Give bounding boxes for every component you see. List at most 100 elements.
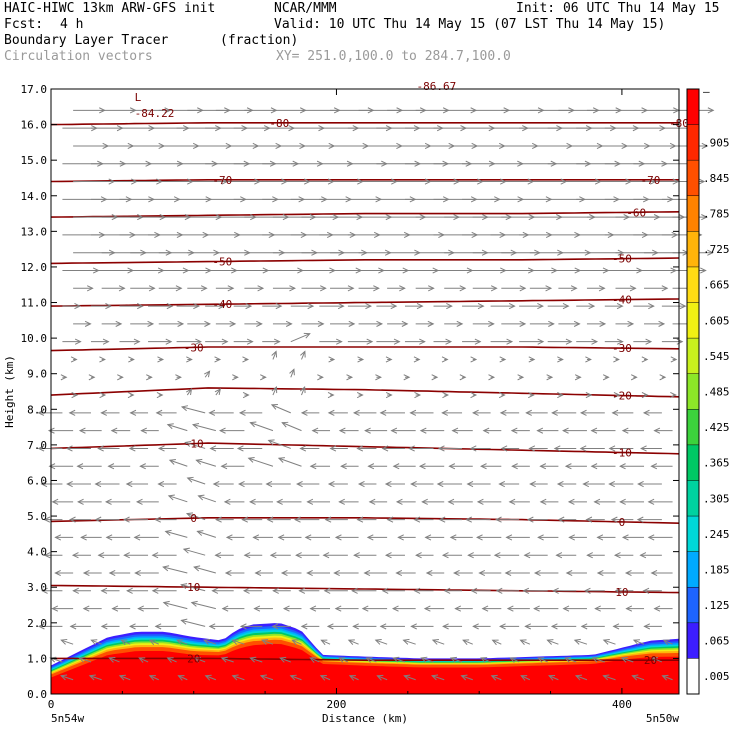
wind-vector-head bbox=[428, 285, 435, 292]
wind-vector-head bbox=[303, 332, 311, 339]
wind-vector-shaft bbox=[403, 639, 416, 645]
wind-vector-head bbox=[525, 409, 532, 416]
wind-vector bbox=[291, 639, 302, 646]
wind-vector-head bbox=[537, 657, 545, 663]
wind-vector bbox=[175, 374, 182, 381]
wind-vector-head bbox=[338, 427, 346, 434]
wind-vector-shaft bbox=[633, 639, 645, 645]
wind-vector bbox=[633, 125, 667, 132]
wind-vector-head bbox=[94, 516, 102, 523]
wind-vector bbox=[306, 569, 331, 577]
wind-vector bbox=[533, 605, 559, 612]
wind-vector bbox=[211, 587, 234, 594]
wind-vector-shaft bbox=[462, 639, 473, 645]
wind-vector-head bbox=[621, 427, 629, 434]
wind-vector-head bbox=[97, 552, 105, 559]
wind-vector-head bbox=[449, 534, 457, 541]
wind-vector-head bbox=[309, 463, 317, 470]
wind-vector bbox=[128, 623, 149, 630]
wind-vector bbox=[346, 374, 354, 381]
wind-vector-head bbox=[72, 587, 79, 594]
wind-vector-shaft bbox=[187, 477, 206, 485]
wind-vector bbox=[612, 623, 634, 630]
wind-vector bbox=[511, 463, 530, 470]
wind-vector-head bbox=[632, 639, 640, 645]
wind-vector bbox=[442, 623, 463, 630]
wind-vector-head bbox=[37, 409, 45, 416]
wind-vector bbox=[615, 107, 649, 114]
wind-vector-head bbox=[441, 356, 449, 363]
wind-vector-head bbox=[586, 552, 593, 559]
wind-vector-head bbox=[60, 374, 68, 381]
wind-vector-head bbox=[478, 569, 486, 577]
wind-vector-head bbox=[562, 427, 569, 434]
wind-vector-head bbox=[420, 656, 428, 663]
wind-vector-head bbox=[647, 534, 655, 541]
y-tick-label: 12.0 bbox=[21, 261, 48, 274]
wind-vector bbox=[498, 391, 506, 399]
wind-vector bbox=[90, 303, 112, 310]
wind-vector bbox=[639, 552, 662, 559]
wind-vector-head bbox=[102, 338, 110, 345]
wind-vector-head bbox=[545, 285, 553, 292]
wind-vector-head bbox=[408, 445, 415, 452]
wind-vector-head bbox=[322, 552, 330, 559]
wind-vector-head bbox=[519, 285, 527, 292]
wind-vector bbox=[317, 374, 324, 381]
wind-vector bbox=[205, 303, 226, 310]
wind-vector bbox=[386, 516, 405, 523]
wind-vector bbox=[625, 605, 645, 612]
wind-vector-head bbox=[105, 303, 112, 310]
wind-vector bbox=[366, 534, 388, 541]
wind-vector bbox=[249, 421, 274, 432]
wind-vector-head bbox=[448, 463, 456, 470]
wind-vector bbox=[329, 445, 348, 452]
wind-vector bbox=[299, 445, 320, 452]
wind-vector bbox=[501, 285, 527, 292]
wind-vector-head bbox=[402, 638, 410, 645]
wind-vector-head bbox=[291, 639, 299, 646]
wind-vector-head bbox=[418, 463, 426, 470]
wind-vector bbox=[574, 374, 582, 381]
wind-vector-shaft bbox=[176, 639, 188, 645]
colorbar-segment bbox=[687, 480, 699, 517]
wind-vector bbox=[430, 674, 445, 681]
contour-label: -50 bbox=[212, 255, 232, 268]
wind-vector bbox=[472, 320, 495, 327]
colorbar-segment bbox=[687, 338, 699, 374]
wind-vector bbox=[146, 374, 153, 381]
wind-vector bbox=[212, 480, 234, 488]
wind-vector-shaft bbox=[194, 657, 206, 663]
y-tick-label: 15.0 bbox=[21, 154, 48, 167]
wind-vector bbox=[48, 463, 74, 470]
wind-vector-head bbox=[529, 480, 536, 488]
wind-vector-head bbox=[550, 623, 558, 630]
wind-vector-shaft bbox=[290, 675, 302, 681]
wind-vector-head bbox=[120, 639, 128, 646]
wind-vector bbox=[476, 534, 502, 541]
wind-vector bbox=[203, 638, 217, 645]
top-cut-label: -86.67 bbox=[416, 80, 456, 93]
y-tick-label: 10.0 bbox=[21, 332, 48, 345]
wind-vector bbox=[452, 569, 473, 577]
wind-vector-head bbox=[334, 534, 342, 541]
wind-vector bbox=[82, 569, 102, 577]
wind-vector-head bbox=[528, 445, 536, 452]
wind-vector-head bbox=[136, 303, 144, 310]
wind-vector-shaft bbox=[621, 657, 634, 663]
wind-vector-head bbox=[395, 498, 403, 505]
wind-vector bbox=[277, 534, 302, 541]
wind-vector bbox=[620, 656, 634, 663]
wind-vector-head bbox=[211, 587, 219, 594]
wind-vector-head bbox=[645, 338, 653, 345]
wind-vector-shaft bbox=[282, 422, 302, 432]
wind-vector bbox=[591, 656, 605, 663]
wind-vector bbox=[644, 320, 666, 327]
wind-vector-shaft bbox=[167, 424, 188, 432]
wind-vector bbox=[552, 587, 577, 594]
contour-line bbox=[50, 387, 680, 398]
wind-vector bbox=[602, 374, 610, 381]
wind-vector-head bbox=[552, 587, 559, 594]
wind-vector bbox=[444, 107, 478, 114]
wind-vector-shaft bbox=[301, 386, 306, 396]
